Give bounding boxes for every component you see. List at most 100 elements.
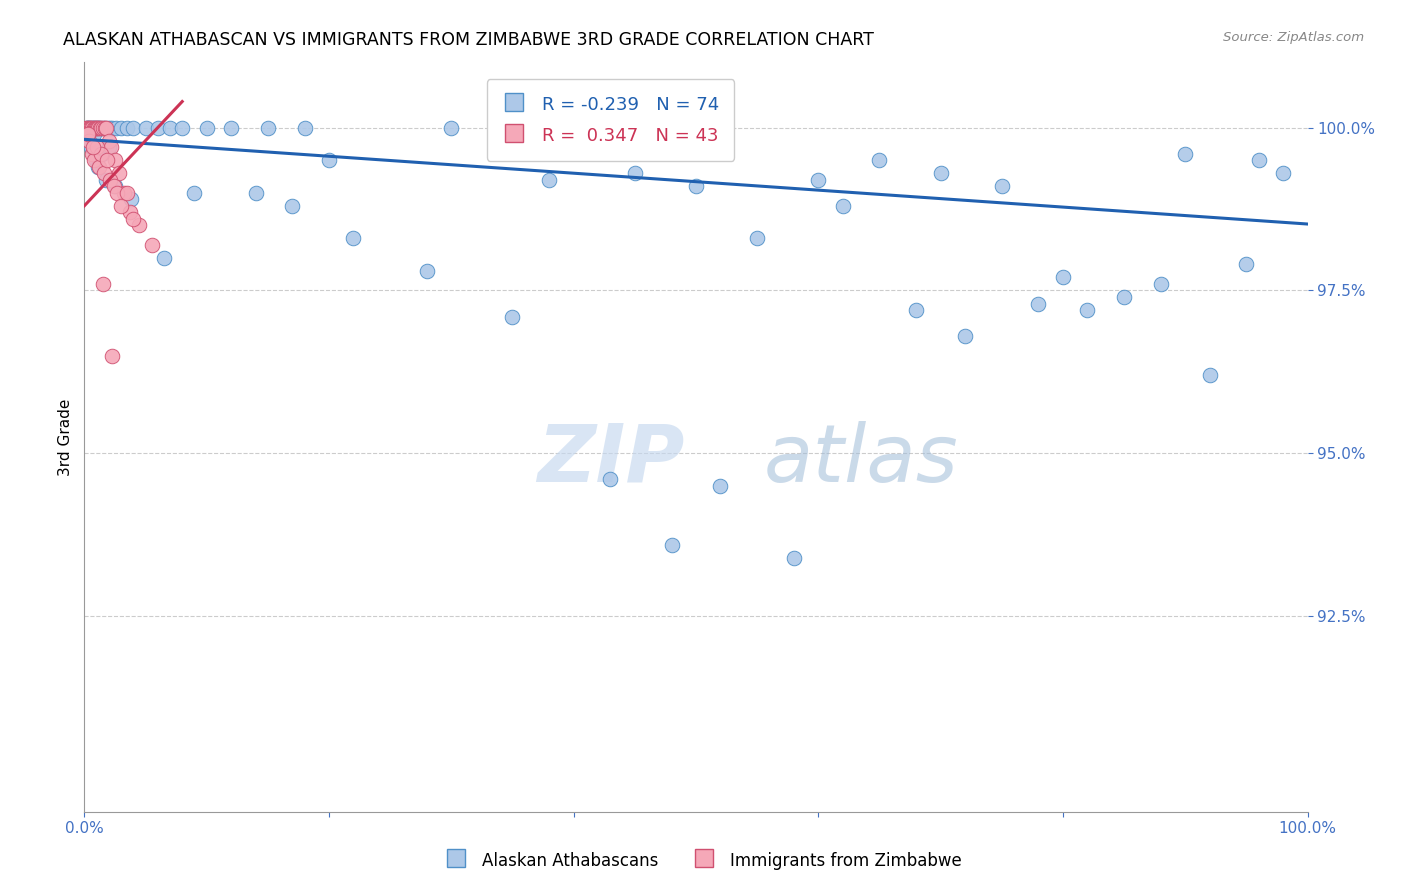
Point	[91, 120, 114, 135]
Point	[90, 146, 112, 161]
Point	[1247, 153, 1270, 168]
Point	[929, 166, 952, 180]
Point	[104, 179, 127, 194]
Point	[77, 120, 100, 135]
Point	[709, 479, 731, 493]
Point	[76, 120, 98, 135]
Point	[991, 179, 1014, 194]
Point	[83, 127, 105, 141]
Point	[91, 146, 114, 161]
Text: ALASKAN ATHABASCAN VS IMMIGRANTS FROM ZIMBABWE 3RD GRADE CORRELATION CHART: ALASKAN ATHABASCAN VS IMMIGRANTS FROM ZI…	[63, 31, 875, 49]
Point	[97, 134, 120, 148]
Point	[1052, 270, 1074, 285]
Point	[153, 251, 176, 265]
Point	[87, 160, 110, 174]
Point	[128, 219, 150, 233]
Point	[783, 550, 806, 565]
Point	[86, 140, 108, 154]
Point	[83, 120, 105, 135]
Point	[115, 186, 138, 200]
Point	[183, 186, 205, 200]
Legend: R = -0.239   N = 74, R =  0.347   N = 43: R = -0.239 N = 74, R = 0.347 N = 43	[486, 79, 734, 161]
Point	[294, 120, 316, 135]
Point	[82, 120, 104, 135]
Point	[502, 310, 524, 324]
Point	[120, 192, 142, 206]
Point	[91, 277, 114, 291]
Point	[318, 153, 340, 168]
Point	[110, 199, 132, 213]
Point	[96, 153, 118, 168]
Point	[87, 120, 110, 135]
Point	[538, 172, 561, 186]
Point	[141, 238, 163, 252]
Point	[84, 120, 107, 135]
Point	[1236, 257, 1258, 271]
Point	[416, 264, 439, 278]
Point	[101, 120, 124, 135]
Point	[80, 140, 103, 154]
Point	[661, 538, 683, 552]
Point	[905, 303, 928, 318]
Point	[747, 231, 769, 245]
Point	[105, 186, 128, 200]
Point	[79, 120, 101, 135]
Point	[624, 166, 647, 180]
Point	[76, 127, 98, 141]
Point	[159, 120, 181, 135]
Point	[1198, 368, 1220, 383]
Point	[80, 120, 103, 135]
Point	[80, 120, 103, 135]
Point	[257, 120, 280, 135]
Point	[98, 172, 121, 186]
Point	[122, 120, 145, 135]
Point	[86, 120, 108, 135]
Point	[118, 205, 141, 219]
Point	[77, 134, 100, 148]
Point	[77, 120, 100, 135]
Point	[195, 120, 218, 135]
Point	[97, 140, 120, 154]
Point	[89, 120, 111, 135]
Point	[87, 160, 110, 174]
Point	[953, 329, 976, 343]
Point	[76, 120, 98, 135]
Point	[869, 153, 891, 168]
Point	[807, 172, 830, 186]
Point	[90, 120, 112, 135]
Point	[86, 120, 108, 135]
Point	[1150, 277, 1173, 291]
Y-axis label: 3rd Grade: 3rd Grade	[58, 399, 73, 475]
Point	[93, 120, 115, 135]
Point	[84, 153, 107, 168]
Point	[83, 120, 105, 135]
Point	[93, 166, 115, 180]
Point	[599, 472, 621, 486]
Point	[110, 120, 132, 135]
Point	[122, 211, 145, 226]
Text: atlas: atlas	[763, 420, 957, 499]
Point	[96, 120, 118, 135]
Point	[76, 120, 98, 135]
Point	[281, 199, 304, 213]
Point	[685, 179, 707, 194]
Point	[94, 120, 117, 135]
Point	[98, 120, 121, 135]
Point	[831, 199, 853, 213]
Point	[91, 120, 114, 135]
Point	[87, 120, 110, 135]
Point	[105, 120, 128, 135]
Point	[97, 120, 120, 135]
Point	[103, 179, 125, 194]
Point	[172, 120, 194, 135]
Point	[77, 127, 100, 141]
Point	[75, 120, 97, 135]
Point	[94, 172, 117, 186]
Point	[84, 120, 107, 135]
Text: Source: ZipAtlas.com: Source: ZipAtlas.com	[1223, 31, 1364, 45]
Point	[87, 120, 110, 135]
Point	[83, 120, 105, 135]
Point	[1028, 296, 1050, 310]
Text: ZIP: ZIP	[537, 420, 685, 499]
Point	[245, 186, 267, 200]
